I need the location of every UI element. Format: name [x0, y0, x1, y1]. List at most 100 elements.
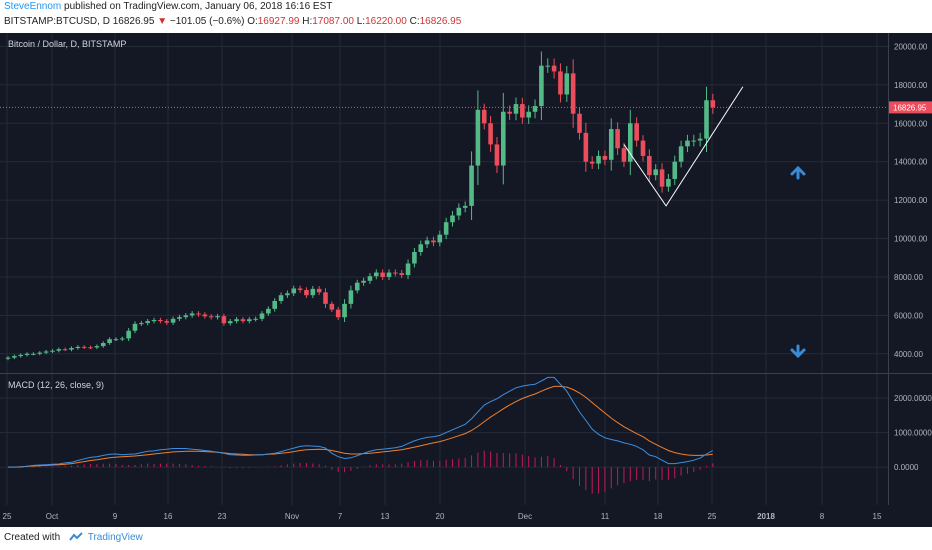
candle-body	[608, 129, 614, 160]
candle-body	[386, 272, 392, 277]
candle-body	[596, 155, 601, 164]
candle-body	[297, 288, 303, 291]
candle-body	[431, 240, 436, 243]
symbol-label: BITSTAMP:BTCUSD, D	[4, 16, 110, 27]
candle-body	[494, 144, 500, 166]
candle-body	[412, 251, 417, 264]
tradingview-brand[interactable]: TradingView	[87, 532, 143, 543]
candle-body	[424, 240, 430, 245]
time-tick-label: 13	[381, 512, 390, 521]
time-tick-label: 2018	[757, 512, 775, 521]
open-label: O:	[247, 16, 258, 27]
change-text: −101.05 (−0.6%)	[169, 16, 245, 27]
candle-body	[640, 140, 646, 156]
candle-body	[145, 321, 150, 324]
candle-body	[615, 129, 620, 149]
candle-body	[583, 132, 589, 162]
candle-body	[120, 338, 125, 340]
axis-background	[888, 33, 932, 527]
candle-body	[240, 319, 246, 322]
candle-body	[272, 300, 277, 309]
candle-body	[189, 313, 195, 316]
macd-tick-label: 0.0000	[894, 463, 919, 472]
last-price-label: 16826.95	[893, 103, 927, 112]
last-price-badge	[889, 101, 932, 114]
candle-body	[126, 330, 131, 339]
candle-body	[354, 282, 360, 291]
time-tick-label: 15	[873, 512, 882, 521]
candle-body	[37, 352, 43, 354]
plot-background	[0, 33, 888, 505]
published-text: published on TradingView.com, January 06…	[64, 1, 333, 12]
candle-body	[266, 308, 271, 314]
price-tick-label: 18000.00	[894, 81, 928, 90]
candle-body	[183, 315, 189, 318]
candle-body	[285, 293, 290, 296]
candle-body	[100, 343, 106, 347]
candle-body	[335, 309, 341, 318]
macd-tick-label: 2000.0000	[894, 394, 932, 403]
down-arrow-icon: ▼	[157, 16, 168, 27]
price-tick-label: 10000.00	[894, 235, 928, 244]
candle-body	[570, 73, 576, 114]
candle-body	[374, 272, 379, 277]
price-tick-label: 14000.00	[894, 158, 928, 167]
candle-body	[5, 357, 11, 359]
candle-body	[107, 339, 112, 344]
candle-body	[450, 215, 455, 223]
candle-body	[469, 165, 474, 206]
xaxis-background	[0, 505, 888, 527]
candle-body	[520, 104, 525, 118]
candle-body	[602, 155, 608, 160]
candle-body	[316, 288, 322, 293]
price-tick-label: 16000.00	[894, 119, 928, 128]
macd-signal-line	[8, 385, 713, 468]
author-link[interactable]: SteveEnnom	[4, 1, 62, 12]
time-tick-label: 18	[654, 512, 663, 521]
candle-body	[291, 288, 297, 294]
candle-body	[551, 65, 557, 72]
candle-body	[659, 169, 665, 187]
candle-body	[685, 140, 690, 147]
chart-svg[interactable]: 20000.00 18000.00 16000.00 14000.00 12000.00…	[0, 33, 932, 527]
candle-body	[158, 319, 163, 322]
ohlc-header: BITSTAMP:BTCUSD, D 16826.95 ▼ −101.05 (−…	[4, 16, 461, 27]
candle-body	[170, 318, 176, 323]
candle-body	[56, 349, 62, 351]
candle-body	[208, 316, 214, 318]
candle-body	[50, 350, 55, 352]
time-tick-label: 23	[218, 512, 227, 521]
candle-body	[329, 303, 335, 310]
price-tick-label: 8000.00	[894, 273, 923, 282]
time-tick-label: 25	[708, 512, 717, 521]
candle-body	[399, 273, 404, 276]
chart-title: Bitcoin / Dollar, D, BITSTAMP	[8, 39, 126, 49]
candle-body	[418, 244, 424, 252]
candle-body	[405, 263, 411, 276]
candle-body	[513, 104, 519, 114]
time-tick-label: 11	[601, 512, 610, 521]
time-tick-label: 7	[338, 512, 343, 521]
candle-body	[215, 316, 220, 318]
candle-body	[227, 321, 233, 324]
time-tick-label: 16	[164, 512, 173, 521]
candle-body	[456, 207, 462, 216]
candle-body	[437, 234, 443, 243]
publish-info: SteveEnnom published on TradingView.com,…	[4, 1, 332, 12]
candle-body	[501, 111, 506, 166]
time-tick-label: Oct	[46, 512, 59, 521]
down-arrow-icon	[790, 344, 806, 359]
time-tick-label: 8	[820, 512, 825, 521]
candle-body	[653, 169, 658, 176]
candle-body	[672, 161, 678, 179]
candle-body	[558, 71, 563, 95]
candle-body	[545, 65, 551, 67]
candle-body	[710, 100, 716, 108]
high-label: H:	[302, 16, 313, 27]
candle-body	[621, 148, 627, 162]
time-tick-label: Nov	[285, 512, 299, 521]
candle-body	[628, 123, 633, 162]
time-tick-label: 25	[3, 512, 12, 521]
trendline	[623, 86, 744, 207]
candle-body	[666, 178, 671, 187]
